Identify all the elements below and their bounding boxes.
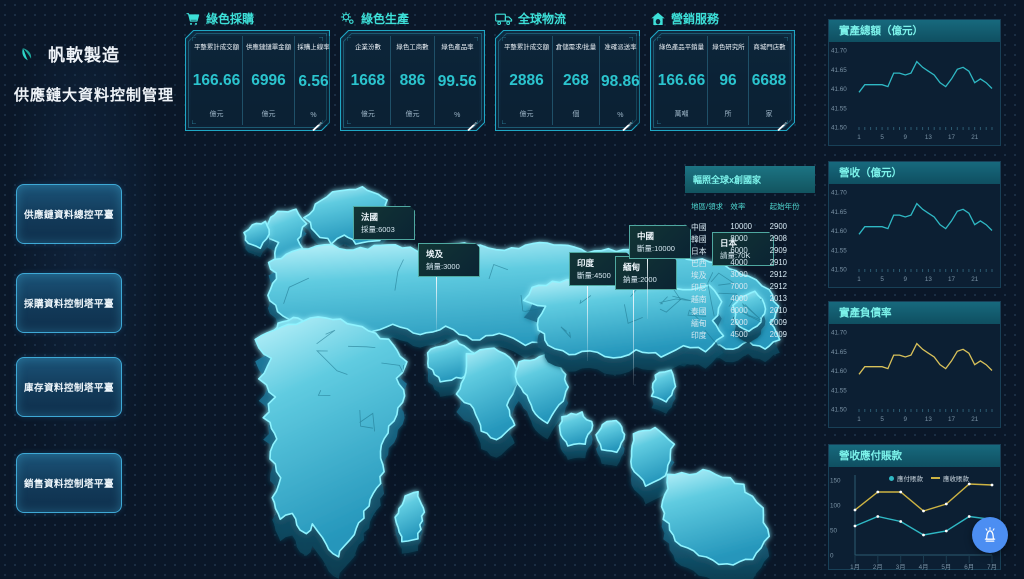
svg-text:17: 17 [948,416,956,423]
svg-text:41.50: 41.50 [831,125,847,132]
svg-text:41.60: 41.60 [831,228,847,235]
svg-text:9: 9 [904,276,908,283]
svg-text:41.60: 41.60 [831,86,847,93]
svg-text:3月: 3月 [896,563,906,571]
svg-text:1: 1 [857,134,861,141]
svg-text:41.70: 41.70 [831,48,847,55]
svg-text:100: 100 [830,503,841,510]
svg-text:50: 50 [830,528,838,535]
svg-text:5: 5 [880,416,884,423]
svg-text:6月: 6月 [964,563,974,571]
svg-text:1月: 1月 [850,563,860,571]
svg-text:17: 17 [948,134,956,141]
svg-text:41.70: 41.70 [831,330,847,337]
svg-text:150: 150 [830,478,841,485]
svg-text:41.65: 41.65 [831,67,847,74]
svg-text:41.55: 41.55 [831,387,847,394]
svg-text:9: 9 [904,134,908,141]
svg-text:41.60: 41.60 [831,368,847,375]
svg-text:5: 5 [880,276,884,283]
svg-text:2月: 2月 [873,563,883,571]
svg-text:21: 21 [971,276,979,283]
svg-text:5月: 5月 [941,563,951,571]
svg-text:17: 17 [948,276,956,283]
svg-text:4月: 4月 [919,563,929,571]
svg-text:13: 13 [925,276,933,283]
svg-text:41.50: 41.50 [831,407,847,414]
svg-text:21: 21 [971,416,979,423]
svg-text:0: 0 [830,553,834,560]
svg-text:41.65: 41.65 [831,349,847,356]
svg-text:13: 13 [925,416,933,423]
svg-text:21: 21 [971,134,979,141]
svg-text:1: 1 [857,416,861,423]
svg-text:41.55: 41.55 [831,105,847,112]
svg-text:9: 9 [904,416,908,423]
svg-text:41.70: 41.70 [831,190,847,197]
svg-text:41.65: 41.65 [831,209,847,216]
svg-text:13: 13 [925,134,933,141]
svg-text:5: 5 [880,134,884,141]
svg-text:7月: 7月 [987,563,997,571]
svg-text:41.55: 41.55 [831,247,847,254]
svg-text:41.50: 41.50 [831,267,847,274]
svg-text:1: 1 [857,276,861,283]
